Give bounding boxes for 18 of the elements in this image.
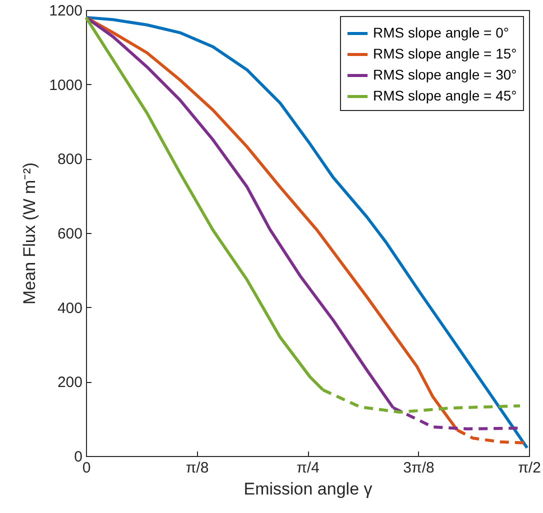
legend-label: RMS slope angle = 30° bbox=[373, 66, 517, 82]
x-axis-title: Emission angle γ bbox=[244, 480, 373, 498]
y-tick-label: 1000 bbox=[49, 76, 82, 94]
y-tick-label: 0 bbox=[74, 448, 82, 466]
x-tick-label: π/8 bbox=[186, 460, 209, 476]
x-tick-label: 3π/8 bbox=[403, 460, 434, 476]
y-tick-label: 600 bbox=[57, 226, 82, 242]
y-axis-title: Mean Flux (W m⁻²) bbox=[20, 162, 40, 304]
y-tick-label: 200 bbox=[57, 374, 82, 392]
x-tick-label: π/4 bbox=[296, 460, 320, 476]
y-tick-label: 400 bbox=[57, 300, 82, 317]
line-series bbox=[84, 16, 529, 450]
y-tick-label: 1200 bbox=[49, 2, 82, 20]
legend-label: RMS slope angle = 45° bbox=[373, 88, 517, 104]
legend-label: RMS slope angle = 0° bbox=[373, 24, 509, 40]
y-tick-label: 800 bbox=[57, 151, 82, 168]
x-tick-label: π/2 bbox=[518, 460, 541, 476]
legend-label: RMS slope angle = 15° bbox=[373, 46, 517, 62]
